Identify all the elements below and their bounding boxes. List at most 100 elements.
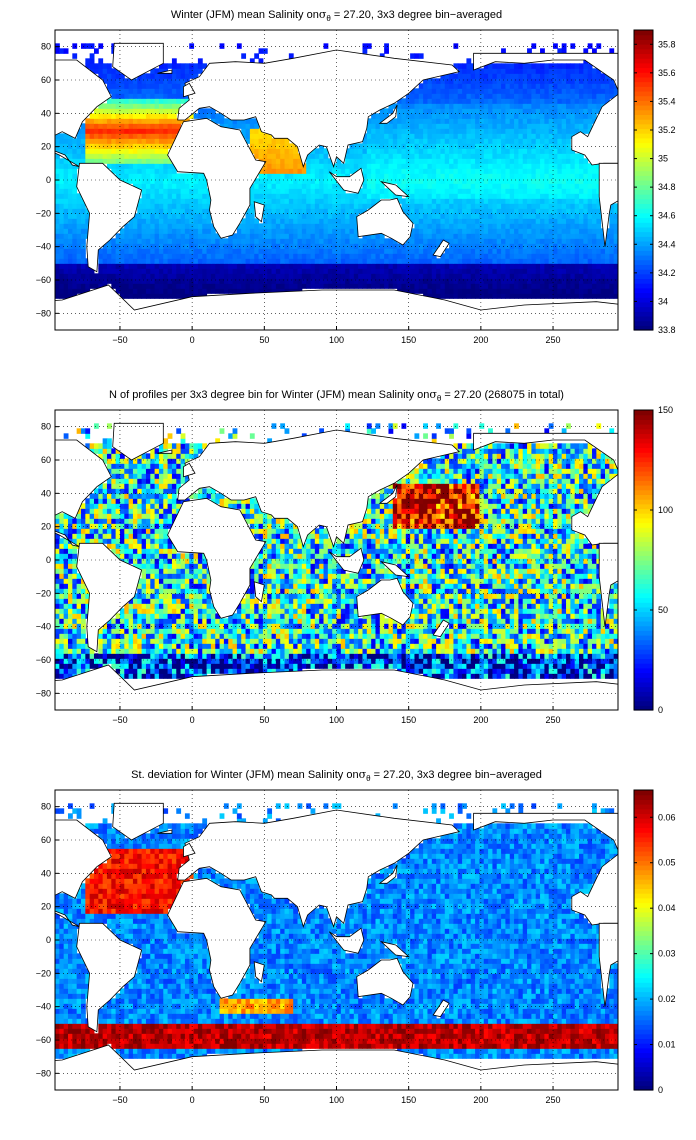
colorbar-segment: [634, 147, 653, 153]
heatmap-cell: [527, 243, 532, 249]
heatmap-cell: [358, 203, 363, 209]
heatmap-cell: [267, 158, 273, 164]
heatmap-cell: [154, 658, 160, 664]
heatmap-cell: [267, 188, 273, 194]
heatmap-cell: [284, 268, 290, 274]
heatmap-cell: [197, 203, 203, 209]
heatmap-cell: [154, 293, 160, 299]
heatmap-cell: [388, 663, 394, 669]
heatmap-cell: [418, 173, 424, 179]
heatmap-cell: [492, 123, 498, 129]
heatmap-cell: [254, 183, 260, 189]
heatmap-cell: [119, 83, 125, 89]
heatmap-cell: [301, 243, 307, 249]
heatmap-cell: [80, 243, 86, 249]
heatmap-cell: [414, 103, 420, 109]
heatmap-cell: [453, 218, 459, 224]
heatmap-cell: [462, 193, 467, 199]
heatmap-cell: [327, 258, 333, 264]
heatmap-cell: [583, 263, 589, 269]
colorbar-segment: [634, 86, 653, 92]
heatmap-cell: [574, 93, 580, 99]
heatmap-cell: [306, 228, 312, 234]
heatmap-cell: [189, 113, 195, 119]
heatmap-cell: [362, 178, 368, 184]
heatmap-cell: [327, 228, 333, 234]
heatmap-cell: [418, 223, 424, 229]
heatmap-cell: [184, 173, 190, 179]
heatmap-cell: [128, 133, 134, 139]
heatmap-cell: [254, 198, 260, 204]
heatmap-cell: [583, 673, 589, 679]
heatmap-cell: [583, 88, 589, 94]
colorbar-segment: [634, 142, 653, 148]
heatmap-cell: [418, 153, 424, 159]
heatmap-cell: [55, 273, 60, 279]
heatmap-cell: [488, 68, 493, 74]
heatmap-cell: [102, 118, 108, 124]
heatmap-cell: [184, 283, 190, 289]
colorbar-tick-label: 35: [658, 154, 668, 164]
heatmap-cell: [150, 183, 156, 189]
heatmap-cell: [492, 218, 498, 224]
heatmap-cell: [548, 108, 554, 114]
heatmap-cell: [349, 243, 355, 249]
heatmap-cell: [232, 668, 238, 674]
heatmap-cell: [492, 278, 498, 284]
heatmap-cell: [449, 258, 454, 264]
heatmap-cell: [548, 288, 554, 294]
heatmap-cell: [462, 253, 467, 259]
heatmap-cell: [275, 163, 281, 169]
heatmap-cell: [340, 233, 346, 239]
heatmap-cell: [501, 218, 506, 224]
heatmap-cell: [106, 143, 112, 149]
heatmap-cell: [405, 248, 411, 254]
heatmap-cell: [288, 283, 294, 289]
heatmap-cell: [427, 203, 433, 209]
heatmap-cell: [262, 198, 268, 204]
heatmap-cell: [297, 228, 303, 234]
heatmap-cell: [561, 203, 567, 209]
heatmap-cell: [592, 118, 597, 124]
heatmap-cell: [150, 258, 156, 264]
heatmap-cell: [124, 673, 130, 679]
heatmap-cell: [475, 258, 480, 264]
heatmap-cell: [475, 123, 480, 129]
heatmap-cell: [436, 118, 441, 124]
heatmap-cell: [518, 283, 524, 289]
colorbar-segment: [634, 109, 653, 115]
heatmap-cell: [197, 663, 203, 669]
heatmap-cell: [145, 173, 151, 179]
heatmap-cell: [171, 168, 177, 174]
heatmap-cell: [509, 198, 515, 204]
heatmap-cell: [535, 68, 541, 74]
heatmap-cell: [275, 228, 281, 234]
heatmap-cell: [527, 233, 532, 239]
heatmap-cell: [67, 168, 73, 174]
heatmap-cell: [444, 173, 450, 179]
heatmap-cell: [388, 253, 394, 259]
heatmap-cell: [358, 208, 363, 214]
heatmap-cell: [319, 208, 325, 214]
heatmap-cell: [427, 273, 433, 279]
heatmap-cell: [557, 183, 563, 189]
heatmap-cell: [176, 183, 182, 189]
heatmap-cell: [527, 223, 532, 229]
heatmap-cell: [171, 278, 177, 284]
heatmap-cell: [306, 273, 312, 279]
heatmap-cell: [167, 673, 173, 679]
heatmap-cell: [410, 183, 415, 189]
heatmap-cell: [522, 228, 528, 234]
heatmap-cell: [197, 178, 203, 184]
heatmap-cell: [423, 183, 428, 189]
heatmap-cell: [548, 223, 554, 229]
heatmap-cell: [275, 253, 281, 259]
heatmap-cell: [540, 233, 545, 239]
heatmap-cell: [548, 98, 554, 104]
heatmap-cell: [106, 103, 112, 109]
heatmap-cell: [55, 663, 60, 669]
heatmap-cell: [505, 668, 511, 674]
heatmap-cell: [184, 63, 190, 69]
heatmap-cell: [561, 103, 567, 109]
heatmap-cell: [55, 228, 60, 234]
